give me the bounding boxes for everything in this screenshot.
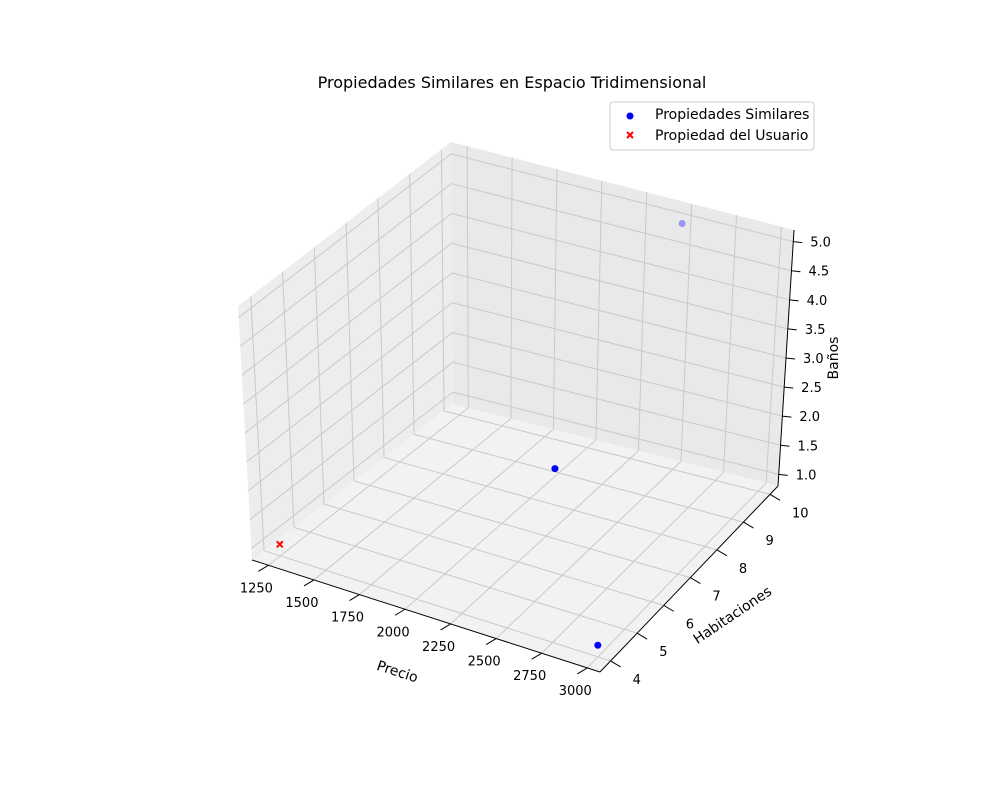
y-tick-label: 8 bbox=[739, 562, 747, 577]
gridline-z bbox=[452, 391, 779, 475]
chart-title: Propiedades Similares en Espacio Tridime… bbox=[318, 73, 707, 92]
pane-floor bbox=[252, 404, 778, 672]
gridline-y bbox=[443, 410, 771, 495]
z-tick-label: 1.0 bbox=[796, 468, 817, 483]
z-tick-label: 4.0 bbox=[807, 294, 828, 309]
gridline-z bbox=[451, 242, 788, 330]
point-similar-property bbox=[594, 641, 602, 649]
z-tick-label: 2.5 bbox=[801, 381, 822, 396]
x-tick-label: 2500 bbox=[468, 655, 501, 670]
x-tick bbox=[576, 667, 588, 675]
x-tick-label: 1750 bbox=[331, 611, 364, 626]
x-tick bbox=[485, 638, 497, 646]
z-tick-label: 3.5 bbox=[805, 323, 826, 338]
gridline-z bbox=[251, 391, 454, 549]
gridline-z bbox=[241, 213, 452, 376]
z-tick-label: 3.0 bbox=[803, 352, 824, 367]
gridline-z bbox=[451, 212, 790, 301]
z-tick bbox=[791, 270, 801, 273]
z-tick-label: 4.5 bbox=[808, 265, 829, 280]
z-tick bbox=[787, 328, 797, 331]
point-user-property bbox=[276, 540, 284, 549]
legend-label-similar: Propiedades Similares bbox=[655, 107, 809, 123]
gridline-y bbox=[413, 433, 744, 523]
x-tick bbox=[531, 652, 542, 660]
gridline-x bbox=[359, 428, 554, 595]
gridline-y bbox=[263, 550, 611, 662]
legend-label-user: Propiedad del Usuario bbox=[655, 128, 808, 144]
z-tick-label: 1.5 bbox=[798, 439, 819, 454]
gridline-z bbox=[244, 272, 453, 434]
y-tick-label: 10 bbox=[792, 506, 809, 521]
z-tick bbox=[793, 241, 803, 244]
gridline-z bbox=[238, 153, 452, 318]
gridline-z bbox=[452, 361, 781, 446]
y-tick bbox=[716, 549, 728, 557]
gridline-z bbox=[451, 183, 792, 272]
gridline-y bbox=[353, 480, 691, 579]
y-tick-label: 5 bbox=[659, 645, 667, 660]
x-tick-label: 1250 bbox=[240, 581, 273, 596]
z-tick bbox=[778, 473, 788, 476]
gridline-z bbox=[450, 153, 794, 243]
gridline-z bbox=[243, 242, 453, 405]
legend-marker-user bbox=[626, 131, 634, 139]
gridline-z bbox=[451, 272, 787, 359]
gridline-z bbox=[452, 302, 785, 388]
legend: Propiedades Similares Propiedad del Usua… bbox=[609, 101, 815, 151]
pane-back bbox=[451, 142, 794, 486]
gridline-x bbox=[450, 450, 639, 625]
gridline-z bbox=[247, 332, 453, 492]
y-tick bbox=[743, 521, 754, 529]
gridline-x bbox=[404, 439, 597, 610]
x-tick-label: 2000 bbox=[377, 625, 410, 640]
gridline-x bbox=[495, 461, 682, 639]
z-tick bbox=[789, 299, 799, 302]
z-tick-label: 2.0 bbox=[799, 410, 820, 425]
z-tick-label: 5.0 bbox=[810, 236, 831, 251]
gridline-z bbox=[246, 302, 453, 463]
y-tick bbox=[663, 604, 675, 612]
y-axis-line bbox=[599, 485, 779, 673]
y-tick-label: 9 bbox=[765, 534, 773, 549]
gridline-y bbox=[323, 503, 664, 606]
y-tick bbox=[610, 660, 621, 668]
x-tick-label: 2250 bbox=[422, 640, 455, 655]
gridline-z bbox=[249, 361, 453, 520]
y-tick-label: 7 bbox=[712, 590, 720, 605]
gridline-x bbox=[586, 482, 767, 669]
z-tick bbox=[784, 386, 794, 389]
y-tick bbox=[769, 493, 781, 501]
x-tick bbox=[258, 564, 269, 572]
x-tick bbox=[394, 608, 406, 616]
x-tick-label: 3000 bbox=[559, 684, 592, 699]
x-tick bbox=[349, 594, 360, 602]
x-tick-label: 1500 bbox=[285, 596, 318, 611]
gridline-z bbox=[452, 332, 783, 417]
gridline-x bbox=[268, 407, 469, 566]
y-tick bbox=[636, 632, 648, 640]
point-similar-property bbox=[678, 220, 686, 228]
pane-left bbox=[238, 142, 453, 560]
gridline-x bbox=[313, 418, 512, 581]
z-axis-label: Baños bbox=[826, 337, 842, 380]
gridline-y bbox=[383, 457, 718, 551]
x-tick bbox=[303, 579, 315, 587]
y-tick bbox=[690, 577, 701, 585]
gridline-x bbox=[541, 471, 724, 654]
x-tick bbox=[440, 623, 451, 631]
z-tick bbox=[782, 415, 792, 418]
x-tick-label: 2750 bbox=[513, 669, 546, 684]
z-tick bbox=[785, 357, 796, 360]
gridline-y bbox=[293, 526, 638, 634]
y-tick-label: 4 bbox=[633, 673, 641, 688]
y-tick-label: 6 bbox=[686, 617, 694, 632]
gridline-z bbox=[239, 183, 452, 347]
legend-marker-similar bbox=[626, 112, 634, 120]
x-axis-line bbox=[251, 559, 601, 673]
z-tick bbox=[780, 444, 790, 447]
point-similar-property bbox=[551, 465, 559, 473]
